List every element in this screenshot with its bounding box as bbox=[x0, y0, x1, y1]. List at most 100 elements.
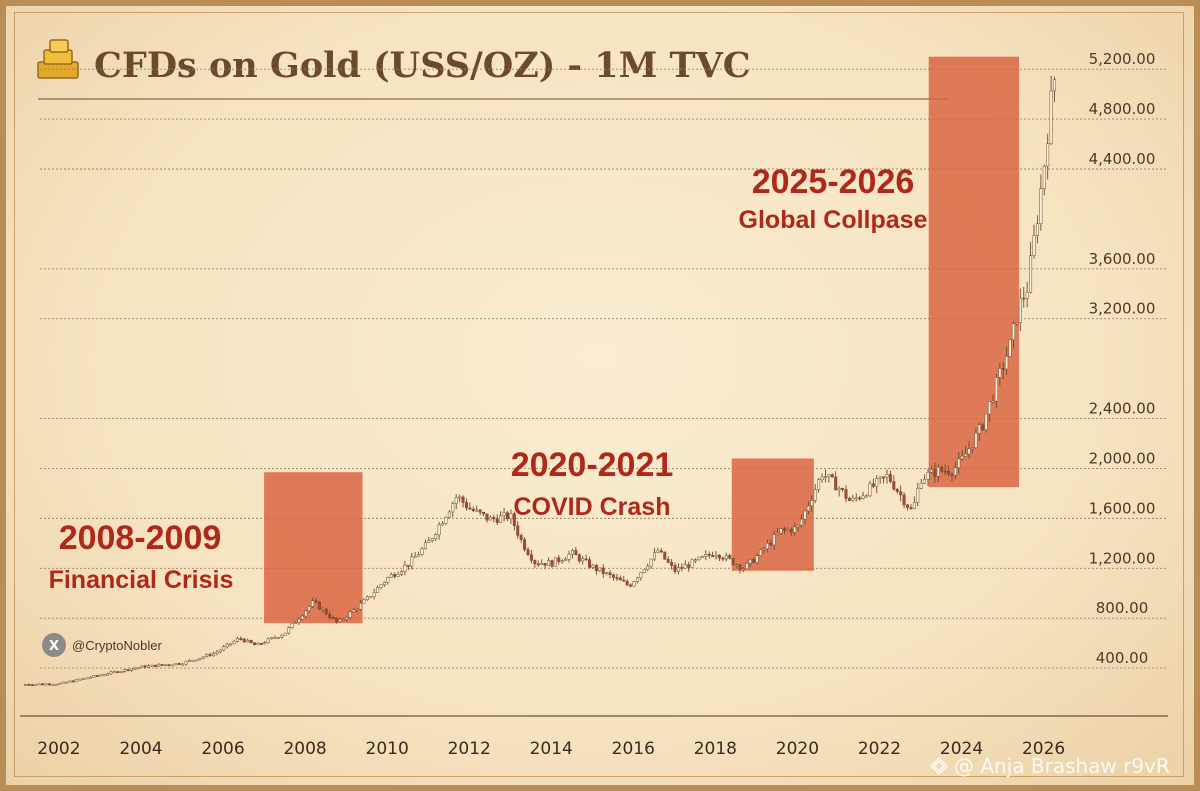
candle-up bbox=[800, 518, 804, 526]
candle-up bbox=[304, 610, 308, 617]
candle-up bbox=[205, 654, 209, 658]
candle-up bbox=[1008, 339, 1012, 357]
candle-up bbox=[410, 556, 414, 567]
candle-up bbox=[936, 467, 940, 477]
candle-up bbox=[813, 489, 817, 501]
candle-down bbox=[577, 554, 581, 562]
candle-up bbox=[854, 497, 858, 500]
candle-up bbox=[570, 550, 574, 555]
candle-up bbox=[68, 680, 72, 683]
candle-down bbox=[1001, 368, 1005, 370]
candle-up bbox=[560, 560, 564, 563]
candle-down bbox=[981, 424, 985, 430]
candle-up bbox=[694, 559, 698, 562]
candle-down bbox=[882, 476, 886, 479]
candle-down bbox=[721, 557, 725, 560]
y-tick-label: 3,600.00 bbox=[1089, 250, 1156, 268]
candle-up bbox=[283, 632, 287, 636]
candle-up bbox=[427, 540, 431, 543]
candle-down bbox=[738, 564, 742, 570]
candle-up bbox=[957, 458, 961, 469]
candle-down bbox=[160, 664, 164, 666]
candle-down bbox=[899, 491, 903, 496]
candle-up bbox=[704, 553, 708, 557]
candle-up bbox=[376, 587, 380, 593]
handle-text: @CryptoNobler bbox=[72, 638, 162, 653]
candle-down bbox=[888, 474, 892, 482]
candle-up bbox=[591, 565, 595, 568]
candle-up bbox=[755, 555, 759, 563]
candle-up bbox=[423, 542, 427, 549]
x-handle-badge[interactable]: X @CryptoNobler bbox=[42, 633, 162, 657]
candle-up bbox=[697, 556, 701, 560]
candle-up bbox=[745, 562, 749, 570]
candle-up bbox=[1035, 223, 1039, 236]
candle-up bbox=[1025, 291, 1029, 299]
candle-up bbox=[147, 665, 150, 668]
candle-down bbox=[512, 513, 516, 527]
candle-up bbox=[136, 667, 140, 669]
candle-down bbox=[526, 549, 530, 555]
candle-down bbox=[41, 683, 44, 686]
candle-down bbox=[844, 489, 848, 499]
candle-up bbox=[806, 505, 810, 512]
candle-up bbox=[355, 608, 359, 611]
x-tick-label: 2020 bbox=[776, 739, 819, 759]
candle-down bbox=[666, 558, 670, 563]
candle-up bbox=[837, 488, 841, 491]
candle-down bbox=[331, 617, 335, 620]
candle-down bbox=[717, 554, 721, 559]
candle-up bbox=[632, 581, 636, 587]
candle-up bbox=[270, 637, 274, 640]
candle-up bbox=[44, 683, 48, 686]
candle-up bbox=[447, 511, 451, 518]
candle-down bbox=[95, 675, 99, 677]
candle-up bbox=[676, 567, 680, 572]
candle-down bbox=[594, 565, 598, 572]
candle-up bbox=[1018, 297, 1022, 324]
candle-up bbox=[198, 657, 202, 661]
candle-up bbox=[851, 497, 855, 501]
watermark-text: @ Anja Brashaw r9vR bbox=[954, 754, 1170, 778]
candle-up bbox=[109, 671, 113, 675]
y-tick-label: 2,000.00 bbox=[1089, 449, 1156, 467]
candle-up bbox=[181, 663, 185, 666]
candle-down bbox=[574, 550, 578, 556]
candle-down bbox=[858, 497, 862, 500]
candle-down bbox=[588, 559, 592, 568]
candle-up bbox=[683, 564, 687, 569]
candle-down bbox=[943, 470, 947, 473]
candle-up bbox=[102, 674, 106, 677]
candle-up bbox=[564, 559, 568, 561]
candle-down bbox=[482, 512, 486, 515]
candle-up bbox=[51, 684, 55, 686]
candle-up bbox=[1046, 143, 1050, 167]
candle-up bbox=[823, 476, 827, 479]
candle-up bbox=[1005, 356, 1009, 370]
candle-down bbox=[830, 474, 834, 478]
candle-down bbox=[622, 579, 626, 582]
candle-up bbox=[967, 448, 971, 455]
candle-up bbox=[646, 565, 650, 570]
candle-up bbox=[499, 515, 503, 523]
candle-up bbox=[1039, 188, 1043, 225]
candle-down bbox=[895, 488, 899, 492]
candle-up bbox=[759, 549, 762, 556]
candle-up bbox=[369, 596, 373, 599]
x-tick-label: 2010 bbox=[366, 739, 409, 759]
candle-down bbox=[663, 551, 667, 560]
candle-down bbox=[177, 663, 181, 665]
candle-down bbox=[406, 564, 410, 567]
candle-down bbox=[902, 494, 906, 506]
candle-up bbox=[235, 638, 239, 642]
candle-up bbox=[827, 474, 831, 477]
candle-down bbox=[519, 535, 523, 540]
candle-up bbox=[311, 600, 315, 607]
candle-down bbox=[239, 638, 243, 640]
candle-down bbox=[680, 567, 684, 569]
candle-up bbox=[772, 534, 776, 546]
candle-up bbox=[229, 643, 233, 646]
annotation-2008-label: Financial Crisis bbox=[49, 566, 234, 594]
candle-down bbox=[492, 517, 496, 520]
